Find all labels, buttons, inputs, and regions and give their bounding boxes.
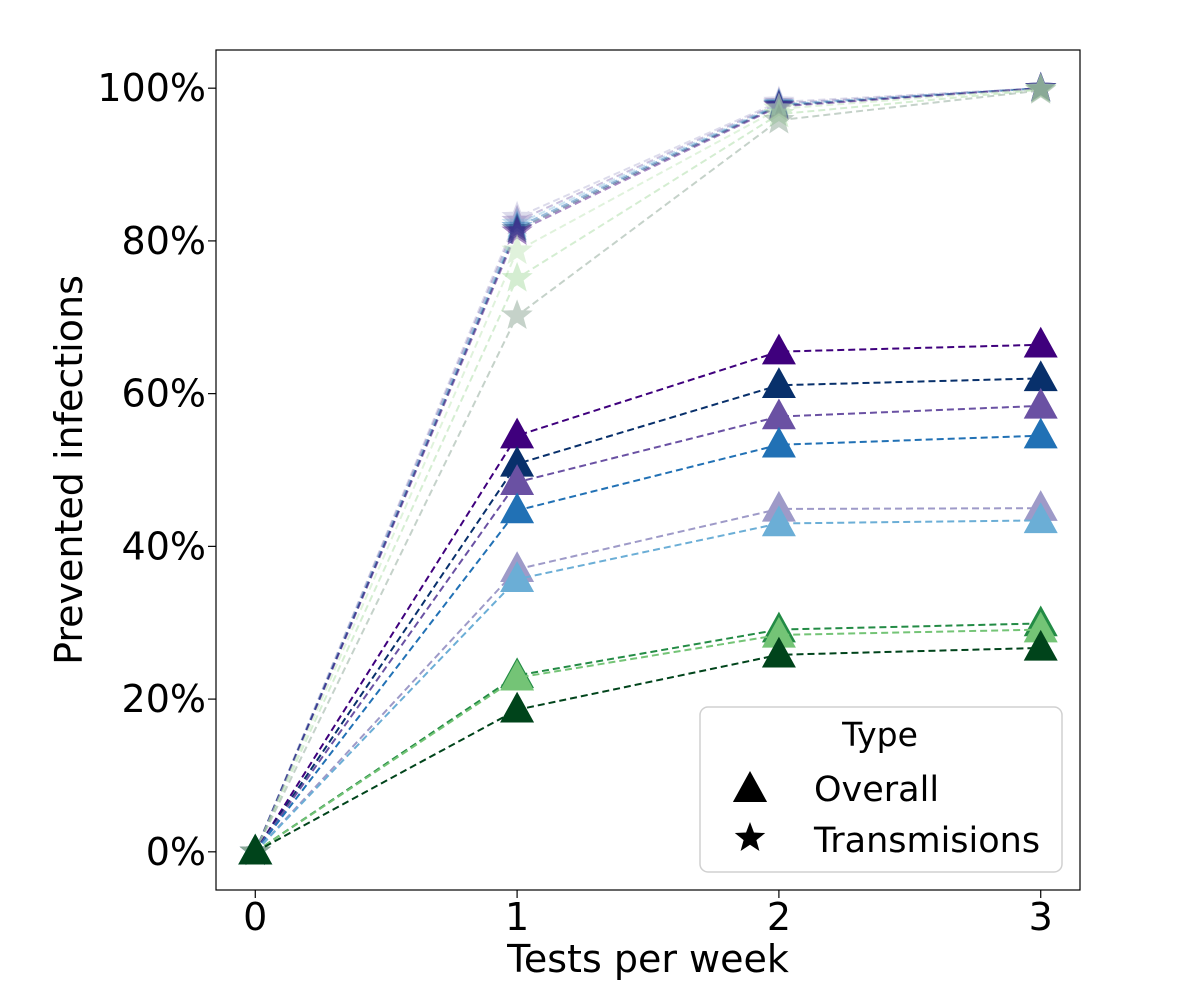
series-line bbox=[254, 434, 1041, 853]
triangle-point bbox=[761, 426, 796, 458]
star-point bbox=[501, 200, 533, 231]
star-point bbox=[763, 103, 795, 134]
star-point bbox=[501, 261, 533, 292]
legend-label: Transmisions bbox=[813, 821, 1040, 861]
triangle-point bbox=[1023, 417, 1058, 449]
series-line bbox=[254, 377, 1041, 853]
series-line bbox=[254, 343, 1041, 853]
legend-label: Overall bbox=[814, 770, 939, 810]
triangle-point bbox=[1023, 502, 1058, 534]
x-tick-label: 3 bbox=[1029, 895, 1053, 939]
y-axis: 0% 20% 40% 60% 80% 100% bbox=[97, 66, 216, 874]
series-line bbox=[254, 519, 1041, 853]
legend: Type Overall Transmisions bbox=[699, 706, 1063, 873]
series-line bbox=[254, 507, 1041, 853]
x-tick-label: 1 bbox=[505, 895, 529, 939]
triangle-point bbox=[761, 333, 796, 365]
series-line bbox=[254, 404, 1041, 853]
series-16 bbox=[239, 73, 1057, 866]
series-line bbox=[254, 87, 1041, 853]
series-layer bbox=[238, 71, 1058, 866]
series-line bbox=[254, 87, 1041, 853]
legend-triangle-icon bbox=[732, 771, 768, 802]
triangle-point bbox=[500, 417, 535, 449]
triangle-point bbox=[761, 636, 796, 668]
star-point bbox=[501, 299, 533, 330]
triangle-point bbox=[1023, 326, 1058, 358]
star-point bbox=[1025, 73, 1057, 103]
star-point bbox=[501, 207, 533, 238]
triangle-point bbox=[500, 691, 535, 723]
series-line bbox=[254, 628, 1041, 853]
triangle-point bbox=[761, 398, 796, 430]
star-point bbox=[501, 234, 533, 265]
x-tick-label: 2 bbox=[767, 895, 791, 939]
x-tick-label: 0 bbox=[243, 895, 267, 939]
triangle-point bbox=[761, 367, 796, 398]
x-axis: 0 1 2 3 bbox=[243, 890, 1053, 939]
series-line bbox=[254, 87, 1041, 853]
triangle-point bbox=[500, 659, 535, 691]
legend-entries: Overall Transmisions bbox=[732, 770, 1040, 861]
star-point bbox=[501, 210, 533, 241]
x-axis-title: Tests per week bbox=[506, 937, 789, 981]
legend-frame bbox=[699, 706, 1063, 873]
legend-star-icon bbox=[734, 822, 766, 851]
series-line bbox=[254, 87, 1041, 853]
star-point bbox=[1025, 74, 1057, 104]
plot-frame bbox=[215, 49, 1081, 891]
series-8 bbox=[238, 629, 1058, 865]
series-line bbox=[254, 89, 1041, 853]
y-tick-label: 60% bbox=[122, 372, 206, 416]
triangle-point bbox=[500, 492, 535, 524]
y-tick-label: 20% bbox=[122, 677, 206, 721]
triangle-point bbox=[238, 833, 273, 865]
triangle-point bbox=[1023, 360, 1058, 392]
y-tick-label: 80% bbox=[122, 219, 206, 263]
triangle-point bbox=[500, 561, 535, 592]
series-line bbox=[254, 87, 1041, 853]
series-line bbox=[254, 646, 1041, 853]
triangle-point bbox=[761, 505, 796, 537]
star-point bbox=[501, 204, 533, 235]
legend-title: Type bbox=[841, 715, 918, 754]
triangle-point bbox=[1023, 629, 1058, 661]
y-tick-label: 0% bbox=[146, 830, 206, 874]
star-point bbox=[763, 92, 795, 123]
triangle-point bbox=[1023, 387, 1058, 419]
star-point bbox=[1025, 72, 1057, 103]
y-tick-label: 40% bbox=[122, 524, 206, 568]
y-axis-title: Prevented infections bbox=[47, 275, 91, 665]
y-tick-label: 100% bbox=[97, 66, 206, 110]
star-point bbox=[763, 97, 795, 128]
series-line bbox=[254, 88, 1041, 853]
